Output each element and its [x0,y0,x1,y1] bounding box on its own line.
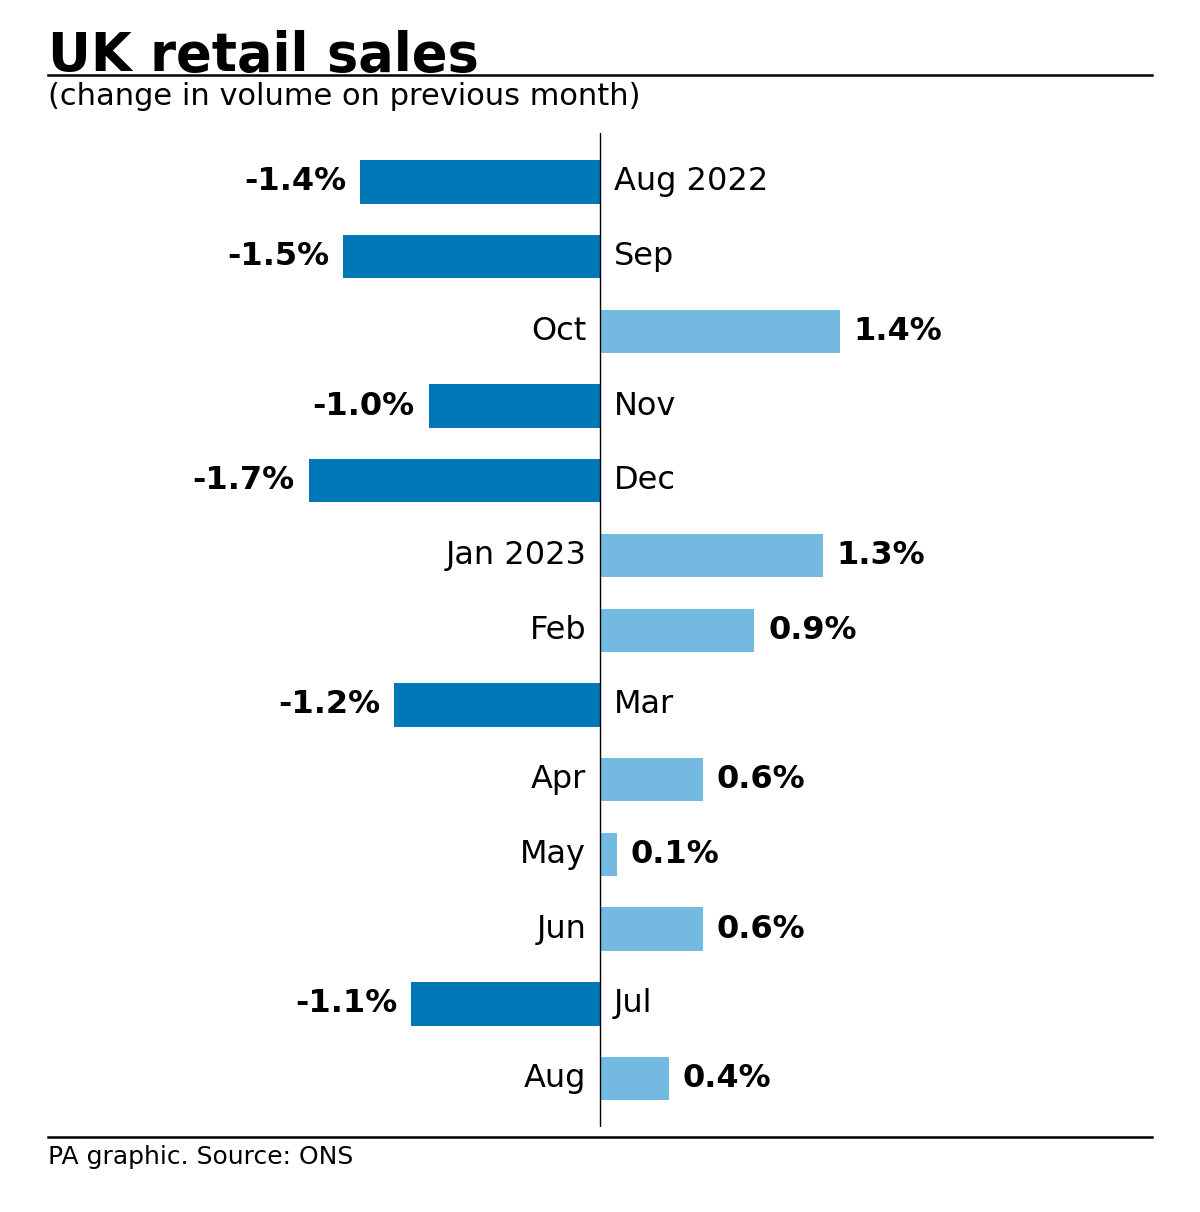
Text: 0.9%: 0.9% [768,614,857,646]
Text: UK retail sales: UK retail sales [48,30,479,82]
Bar [600,1057,668,1100]
Text: -1.0%: -1.0% [313,390,415,422]
Text: Jun: Jun [536,914,587,944]
Text: PA graphic. Source: ONS: PA graphic. Source: ONS [48,1145,353,1170]
Text: (change in volume on previous month): (change in volume on previous month) [48,82,641,112]
Text: Nov: Nov [613,390,676,422]
Text: 1.3%: 1.3% [836,541,925,571]
Bar [600,833,617,876]
Bar [308,459,600,503]
Text: 0.6%: 0.6% [716,914,805,944]
Text: Dec: Dec [613,465,676,496]
Text: Sep: Sep [613,241,674,273]
Bar [412,982,600,1025]
Text: Oct: Oct [532,316,587,347]
Text: Aug: Aug [524,1063,587,1094]
Text: -1.7%: -1.7% [193,465,295,496]
Text: Aug 2022: Aug 2022 [613,166,768,198]
Bar [600,758,703,801]
Text: -1.1%: -1.1% [295,988,397,1019]
Bar [600,908,703,950]
Text: Jan 2023: Jan 2023 [445,541,587,571]
Text: Jul: Jul [613,988,653,1019]
Text: 1.4%: 1.4% [853,316,942,347]
Bar [360,160,600,204]
Bar [600,608,755,652]
Text: 0.1%: 0.1% [631,839,720,870]
Bar [395,684,600,727]
Text: -1.2%: -1.2% [278,690,380,720]
Text: May: May [521,839,587,870]
Text: Feb: Feb [529,614,587,646]
Text: 0.4%: 0.4% [683,1063,770,1094]
Text: Apr: Apr [530,765,587,795]
Bar [343,235,600,279]
Text: 0.6%: 0.6% [716,765,805,795]
Text: -1.4%: -1.4% [244,166,347,198]
Bar [428,384,600,428]
Text: Mar: Mar [613,690,674,720]
Bar [600,533,823,577]
Text: -1.5%: -1.5% [227,241,329,273]
Bar [600,310,840,353]
